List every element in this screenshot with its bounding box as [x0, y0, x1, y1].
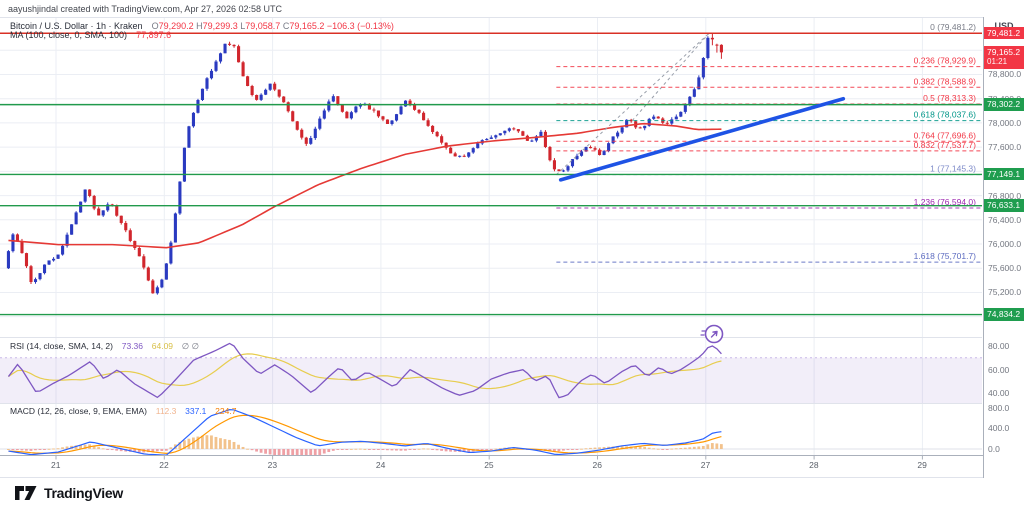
- rsi-plot[interactable]: [7, 342, 722, 399]
- macd-tick: 800.0: [988, 402, 1010, 413]
- rsi-label: RSI (14, close, SMA, 14, 2): [10, 341, 113, 351]
- ma-value: 77,897.6: [136, 30, 172, 40]
- fib-label[interactable]: 0.5 (78,313.3): [923, 93, 976, 103]
- fib-label[interactable]: 1 (77,145.3): [930, 164, 976, 174]
- rsi-ma-value: 64.09: [151, 341, 174, 351]
- support-trendline[interactable]: [558, 96, 846, 182]
- price-tick: 75,600.0: [988, 263, 1022, 274]
- macd-tick: 400.0: [988, 423, 1010, 434]
- fib-label[interactable]: 0 (79,481.2): [930, 22, 976, 32]
- time-axis[interactable]: 21 22 23 24 25 26 27 28 29: [0, 456, 982, 477]
- current-price-value: 79,165.2: [987, 46, 1021, 57]
- price-tick: 76,000.0: [988, 239, 1022, 250]
- fib-label[interactable]: 1.618 (75,701.7): [914, 251, 977, 261]
- macd-label: MACD (12, 26, close, 9, EMA, EMA): [10, 406, 147, 416]
- symbol-legend[interactable]: Bitcoin / U.S. Dollar · 1h · Kraken O79,…: [10, 21, 394, 31]
- time-label: 21: [51, 460, 61, 470]
- price-tick: 76,400.0: [988, 214, 1022, 225]
- time-label: 22: [159, 460, 169, 470]
- ma-100-line[interactable]: [8, 122, 722, 249]
- ohlc-values: O79,290.2 H79,299.3 L79,058.7 C79,165.2: [152, 21, 327, 31]
- fib-label[interactable]: 1.236 (76,594.0): [914, 197, 977, 207]
- time-label: 27: [700, 460, 711, 470]
- change-value: −106.3 (−0.13%): [326, 21, 394, 31]
- tradingview-logo-icon: [15, 486, 37, 500]
- price-scale-currency: USD: [984, 21, 1024, 31]
- time-label: 25: [484, 460, 494, 470]
- candlestick-series[interactable]: [6, 33, 723, 295]
- macd-value: 337.1: [185, 406, 207, 416]
- fib-retracement[interactable]: 0 (79,481.2) 0.236 (78,929.9) 0.382 (78,58…: [556, 22, 982, 263]
- ohlc-key: H: [196, 21, 203, 31]
- macd-hist-value: 112.3: [155, 406, 177, 416]
- time-label: 23: [267, 460, 278, 470]
- macd-histogram[interactable]: [0, 435, 982, 456]
- price-scale[interactable]: USD 78,800.078,400.078,000.077,600.076,8…: [983, 17, 1024, 478]
- cursor-sticker-icon[interactable]: [699, 321, 727, 347]
- macd-lines[interactable]: [8, 409, 722, 456]
- fib-label[interactable]: 0.382 (78,588.9): [914, 76, 977, 86]
- current-price-badge: 79,165.2 01:21: [984, 45, 1024, 69]
- time-label: 28: [809, 460, 819, 470]
- price-tick: 78,000.0: [988, 117, 1022, 128]
- price-tick: 77,600.0: [988, 142, 1022, 153]
- price-tick: 75,200.0: [988, 287, 1022, 298]
- time-label: 24: [375, 460, 386, 470]
- price-line-badge: 78,302.2: [984, 98, 1024, 111]
- fib-label[interactable]: 0.236 (78,929.9): [914, 56, 977, 66]
- rsi-legend[interactable]: RSI (14, close, SMA, 14, 2) 73.36 64.09 …: [10, 341, 199, 352]
- tradingview-logo-text: TradingView: [44, 485, 123, 501]
- time-label: 29: [917, 460, 927, 470]
- pane-borders: [0, 17, 1024, 478]
- rsi-tick: 80.00: [988, 341, 1010, 351]
- fib-label[interactable]: 0.832 (77,537.7): [914, 140, 977, 150]
- time-label: 26: [592, 460, 602, 470]
- ohlc-value: 79,290.2: [158, 21, 194, 31]
- rsi-value: 73.36: [121, 341, 144, 351]
- ohlc-value: 79,165.2: [289, 21, 325, 31]
- tradingview-logo[interactable]: TradingView: [14, 484, 123, 502]
- macd-legend[interactable]: MACD (12, 26, close, 9, EMA, EMA) 112.3 …: [10, 406, 236, 416]
- price-line-badge: 76,633.1: [984, 199, 1024, 212]
- price-line-badge: 77,149.1: [984, 167, 1024, 181]
- ma-legend[interactable]: MA (100, close, 0, SMA, 100) 77,897.6: [10, 30, 171, 40]
- ohlc-key: C: [282, 21, 290, 31]
- symbol-title: Bitcoin / U.S. Dollar · 1h · Kraken: [10, 21, 143, 31]
- fib-label[interactable]: 0.764 (77,696.6): [914, 130, 977, 140]
- price-line-badge: 79,481.2: [984, 26, 1024, 40]
- ohlc-value: 79,299.3: [202, 21, 238, 31]
- ohlc-key: O: [151, 21, 159, 31]
- macd-tick: 0.0: [988, 444, 1000, 454]
- macd-signal-value: 224.7: [215, 406, 237, 416]
- ohlc-key: L: [240, 21, 246, 31]
- ohlc-value: 79,058.7: [245, 21, 281, 31]
- bar-countdown: 01:21: [987, 57, 1008, 67]
- attribution-text: aayushjindal created with TradingView.co…: [8, 4, 282, 14]
- price-line-badge: 74,834.2: [984, 308, 1024, 321]
- rsi-tick: 60.00: [988, 364, 1010, 375]
- rsi-band: [0, 357, 982, 403]
- price-tick: 78,800.0: [988, 69, 1022, 80]
- rsi-empty-values: ∅ ∅: [181, 341, 199, 351]
- price-tick: 76,800.0: [988, 190, 1022, 201]
- gridlines: [0, 18, 982, 455]
- rsi-tick: 40.00: [988, 388, 1010, 398]
- fib-label[interactable]: 0.618 (78,037.6): [914, 110, 977, 120]
- ma-label: MA (100, close, 0, SMA, 100): [10, 30, 128, 40]
